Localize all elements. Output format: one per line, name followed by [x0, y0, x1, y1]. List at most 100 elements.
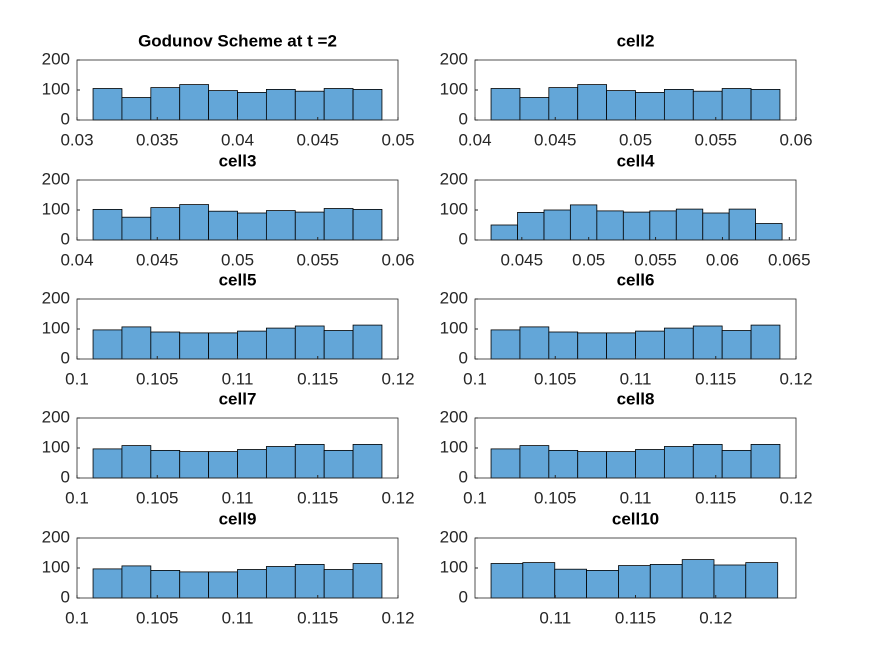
histogram-bar — [179, 84, 210, 121]
y-tick-label: 0 — [61, 467, 70, 486]
x-tick-label: 0.11 — [222, 488, 254, 507]
y-tick-label: 100 — [42, 199, 70, 218]
x-tick-label: 0.12 — [381, 369, 414, 388]
histogram-bar — [519, 97, 550, 121]
histogram-bar — [548, 449, 579, 479]
histogram-bar — [237, 330, 267, 360]
histogram-bar — [237, 212, 267, 241]
x-tick-label: 0.05 — [572, 250, 605, 269]
histogram-bar — [750, 443, 781, 479]
histogram-bar — [692, 443, 723, 479]
y-tick-label: 100 — [440, 199, 468, 218]
histogram-bar — [622, 211, 651, 241]
y-tick-label: 100 — [440, 318, 468, 337]
histogram-bar — [92, 208, 123, 241]
histogram-bar — [294, 564, 325, 599]
histogram-bar — [577, 451, 608, 479]
histogram-bar — [649, 564, 683, 599]
x-tick-label: 0.11 — [539, 608, 571, 627]
histogram-bar — [750, 324, 781, 360]
histogram-bar — [150, 331, 181, 360]
histogram-bar — [721, 88, 752, 121]
histogram-bar — [92, 329, 123, 360]
x-tick-label: 0.045 — [296, 130, 339, 149]
histogram-bar — [121, 97, 152, 121]
histogram-bar — [635, 92, 665, 121]
x-tick-label: 0.055 — [634, 250, 677, 269]
x-tick-label: 0.11 — [222, 608, 254, 627]
histogram-bar — [208, 90, 238, 121]
histogram-bar — [179, 204, 210, 241]
y-tick-label: 100 — [42, 318, 70, 337]
x-tick-label: 0.105 — [136, 488, 179, 507]
x-tick-label: 0.055 — [296, 250, 339, 269]
histogram-bar — [548, 331, 579, 360]
histogram-bar — [121, 326, 152, 360]
x-tick-label: 0.115 — [695, 488, 736, 507]
x-tick-label: 0.05 — [221, 250, 254, 269]
histogram-bar — [490, 224, 518, 241]
histogram-bar — [265, 327, 296, 360]
histogram-bar — [179, 451, 210, 479]
y-tick-label: 200 — [42, 49, 70, 68]
y-tick-label: 200 — [42, 288, 70, 307]
histogram-bar — [569, 204, 598, 241]
histogram-bar — [323, 569, 354, 599]
y-tick-label: 0 — [61, 348, 70, 367]
y-tick-label: 0 — [459, 109, 468, 128]
x-tick-label: 0.115 — [297, 488, 338, 507]
subplot-title: cell7 — [219, 389, 257, 408]
histogram-bar — [596, 210, 624, 241]
y-tick-label: 200 — [440, 49, 468, 68]
histogram-bar — [92, 448, 123, 479]
y-tick-label: 0 — [459, 348, 468, 367]
x-tick-label: 0.11 — [620, 369, 652, 388]
histogram-bar — [663, 446, 694, 479]
x-tick-label: 0.04 — [60, 250, 93, 269]
subplot-title: cell9 — [219, 509, 257, 528]
histogram-bar — [323, 208, 354, 241]
y-tick-label: 100 — [42, 437, 70, 456]
histogram-bar — [675, 208, 704, 241]
histogram-bar — [208, 332, 238, 360]
x-tick-label: 0.1 — [463, 488, 487, 507]
histogram-bar — [522, 562, 556, 599]
y-tick-label: 100 — [440, 557, 468, 576]
y-tick-label: 0 — [459, 229, 468, 248]
histogram-bar — [663, 327, 694, 360]
histogram-bar — [208, 210, 238, 241]
histogram-bar — [323, 449, 354, 479]
histogram-bar — [713, 564, 747, 599]
x-tick-label: 0.045 — [501, 250, 544, 269]
histogram-bar — [208, 451, 238, 479]
histogram-bar — [92, 88, 123, 121]
histogram-bar — [265, 210, 296, 241]
histogram-bar — [755, 223, 783, 241]
x-tick-label: 0.05 — [619, 130, 652, 149]
histogram-bar — [618, 565, 651, 599]
histogram-bar — [265, 566, 296, 599]
histogram-bar — [490, 88, 521, 121]
histogram-bar — [323, 330, 354, 360]
histogram-bar — [237, 449, 267, 479]
histogram-bar — [663, 89, 694, 121]
x-tick-label: 0.1 — [463, 369, 487, 388]
histogram-bar — [519, 326, 550, 360]
histogram-bar — [150, 449, 181, 479]
y-tick-label: 0 — [61, 587, 70, 606]
subplot-title: Godunov Scheme at t =2 — [138, 31, 337, 50]
histogram-bar — [265, 89, 296, 121]
histogram-bar — [237, 92, 267, 121]
histogram-bar — [554, 568, 587, 599]
histogram-bar — [606, 332, 636, 360]
y-tick-label: 100 — [42, 79, 70, 98]
y-tick-label: 100 — [440, 79, 468, 98]
y-tick-label: 200 — [440, 288, 468, 307]
histogram-bar — [692, 90, 723, 121]
histogram-bar — [208, 571, 238, 599]
histogram-bar — [352, 443, 383, 479]
x-tick-label: 0.06 — [706, 250, 739, 269]
histogram-bar — [692, 325, 723, 360]
histogram-bar — [294, 90, 325, 121]
